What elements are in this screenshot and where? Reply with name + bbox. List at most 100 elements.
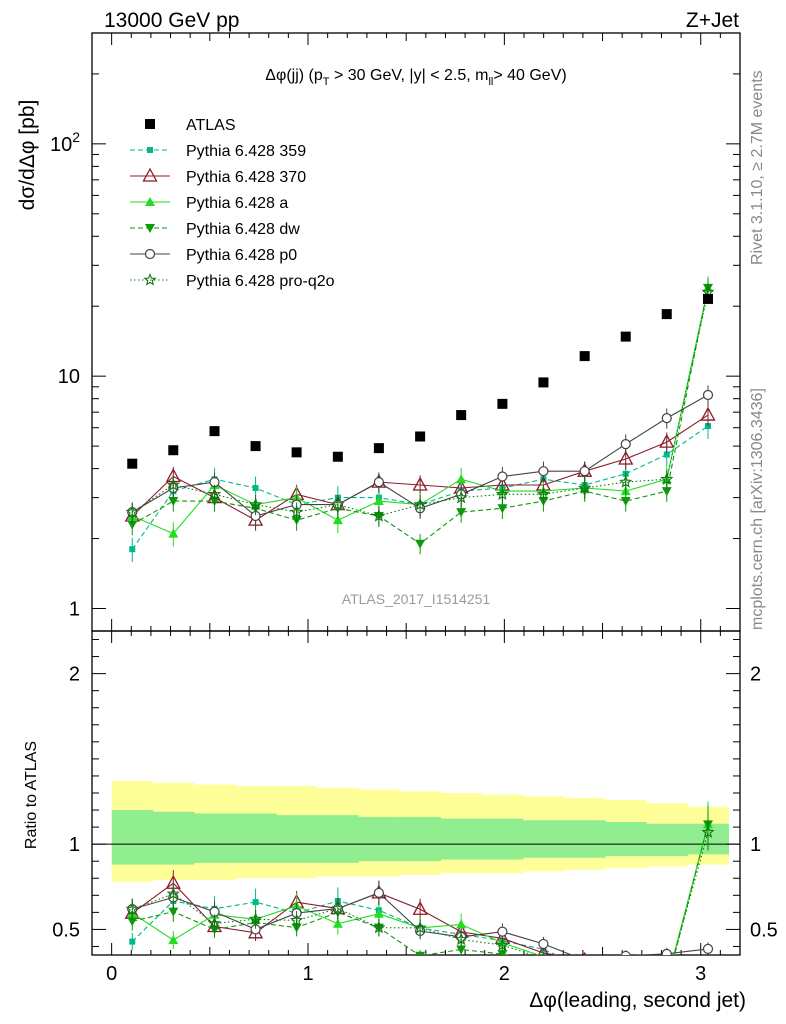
series-4-ratio-point	[702, 943, 714, 954]
legend-marker-5	[143, 272, 157, 286]
atlas-data-point	[209, 426, 220, 437]
x-tick-label: 3	[695, 963, 706, 985]
series-3-point	[661, 487, 672, 497]
series-2-ratio-point	[332, 918, 343, 928]
legend-marker-atlas	[145, 119, 155, 129]
series-5-point	[290, 505, 304, 518]
x-axis-title: Δφ(leading, second jet)	[529, 989, 746, 1012]
series-2-point	[168, 528, 179, 538]
y-tick-label: 10	[58, 366, 80, 388]
series-0-point	[704, 423, 711, 430]
series-5-point	[372, 508, 386, 522]
series-0-point	[252, 485, 259, 492]
series-3-ratio-point	[621, 977, 631, 986]
series-4-point	[579, 466, 590, 477]
series-5-ratio-point	[579, 963, 590, 973]
series-3-point	[168, 497, 179, 507]
series-5-ratio-point	[621, 969, 631, 979]
series-1-ratio-point	[660, 960, 673, 972]
ratio-band-inner	[522, 820, 565, 858]
legend-marker-4	[144, 248, 156, 260]
series-0-ratio-point	[664, 969, 670, 975]
series-ratio-group	[124, 801, 715, 986]
series-3-ratio-point	[456, 945, 467, 955]
series-5-ratio-point	[454, 932, 468, 946]
series-4-point	[538, 466, 549, 477]
legend-label-0: Pythia 6.428 359	[186, 143, 306, 160]
series-3-ratio-point	[580, 966, 590, 975]
series-4-point	[620, 439, 631, 450]
series-4-ratio-point	[497, 926, 508, 937]
series-2-point	[456, 474, 467, 484]
atlas-data-point	[373, 443, 384, 454]
ratio-band-inner	[399, 816, 442, 862]
atlas-data-point	[332, 451, 343, 462]
energy-label: 13000 GeV pp	[104, 9, 239, 32]
series-5-point	[331, 497, 345, 511]
series-4-ratio-point	[373, 887, 384, 898]
series-5-ratio-point	[495, 938, 509, 951]
legend-label-atlas: ATLAS	[186, 117, 236, 134]
atlas-data-point	[250, 441, 261, 452]
series-2-ratio-point	[662, 977, 672, 986]
series-1-ratio-point	[537, 944, 550, 955]
series-2-ratio-point	[621, 973, 631, 982]
series-5-point	[248, 497, 263, 511]
series-5-point	[413, 497, 427, 511]
series-3-ratio-point	[497, 950, 508, 955]
ratio-band-inner	[276, 815, 318, 863]
y-tick-label: 102	[50, 129, 80, 156]
series-2-point	[332, 515, 343, 525]
series-4-point	[661, 412, 672, 424]
series-5-point	[454, 490, 468, 504]
series-2-ratio-point	[373, 908, 384, 918]
legend-marker-2	[145, 197, 155, 206]
series-5-line	[131, 291, 709, 517]
rivet-version-label: Rivet 3.1.10, ≥ 2.7M events	[749, 70, 766, 265]
series-2-point	[373, 496, 384, 506]
legend-marker-0	[147, 147, 153, 153]
legend-label-3: Pythia 6.428 dw	[186, 221, 300, 238]
atlas-data-point	[702, 293, 713, 304]
series-5-point	[660, 472, 674, 485]
series-1-point	[618, 450, 634, 465]
x-tick-label: 2	[499, 963, 510, 985]
series-5-ratio-point	[125, 902, 139, 915]
ratio-band-inner	[358, 816, 400, 862]
series-3-point	[620, 497, 631, 507]
atlas-data-point	[415, 431, 426, 442]
series-5-ratio-point	[248, 912, 263, 925]
legend-marker-1	[142, 167, 158, 182]
y-axis-title-top: dσ/dΔφ [pb]	[16, 100, 39, 211]
legend-label-5: Pythia 6.428 pro-q2o	[186, 273, 335, 290]
series-0-ratio-point	[129, 938, 136, 945]
y-tick-label: 2	[69, 664, 80, 686]
atlas-data-point	[661, 309, 672, 320]
series-3-ratio-point	[127, 917, 138, 927]
series-0-ratio-point	[252, 899, 259, 906]
atlas-data-point	[456, 410, 467, 421]
series-4-point	[702, 389, 714, 401]
series-5-ratio-point	[413, 920, 427, 934]
ratio-band-inner	[646, 823, 688, 857]
atlas-data-point	[579, 351, 590, 362]
y-tick-label: 0.5	[52, 919, 80, 941]
series-0-point	[663, 451, 670, 458]
y-tick-label-right: 1	[750, 834, 761, 856]
ratio-band-inner	[481, 818, 524, 860]
series-3-ratio-point	[538, 958, 548, 967]
legend-label-4: Pythia 6.428 p0	[186, 247, 297, 264]
main-panel: 1 10 102	[50, 32, 741, 955]
series-5-ratio-point	[662, 976, 673, 986]
series-3-point	[497, 504, 508, 514]
series-3-point	[456, 508, 467, 518]
ratio-band-inner	[317, 815, 359, 863]
ratio-panel: 0 1 2 3 0.5 0.5 1 1 2 2	[52, 630, 778, 986]
atlas-data-point	[168, 445, 179, 456]
y-axis-title-bottom: Ratio to ATLAS	[23, 741, 40, 849]
series-4-ratio-point	[620, 950, 631, 955]
x-tick-label: 1	[302, 963, 313, 985]
series-5-ratio-point	[372, 920, 386, 934]
atlas-data-point	[127, 458, 138, 469]
ratio-band-inner	[152, 811, 195, 865]
